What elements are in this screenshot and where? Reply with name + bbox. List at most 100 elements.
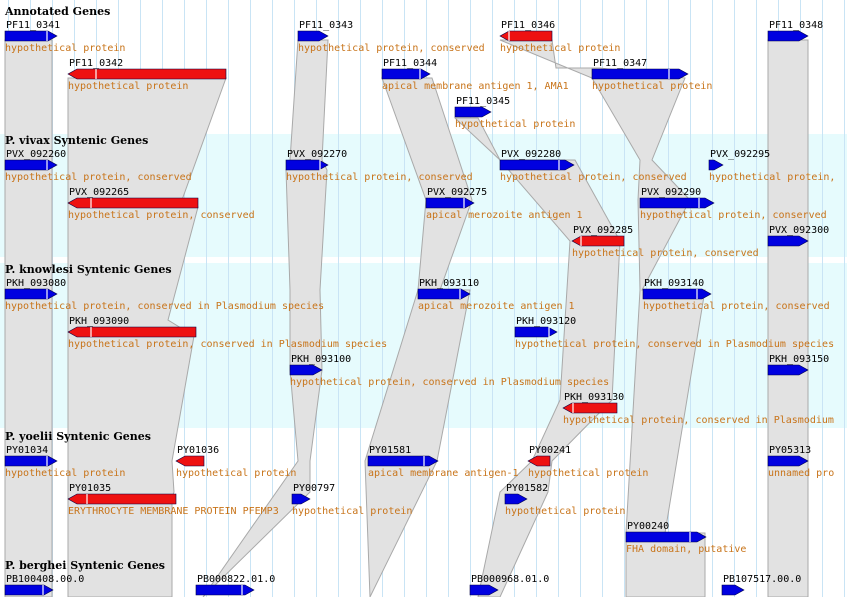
gene-id-label: PF11_0345: [456, 96, 510, 107]
gene-arrow[interactable]: [291, 493, 311, 505]
section-title-berghei: P. berghei Syntenic Genes: [5, 559, 165, 572]
gene-PKH_093090[interactable]: PKH_093090 hypothetical protein, conserve…: [67, 316, 387, 350]
gene-arrow[interactable]: [499, 159, 575, 171]
gene-PF11_0343[interactable]: PF11_0343 hypothetical protein, conserved: [297, 20, 485, 54]
gene-arrow[interactable]: [469, 584, 499, 596]
gene-arrow[interactable]: [417, 288, 471, 300]
gene-PF11_0348[interactable]: PF11_0348: [767, 20, 823, 42]
gene-arrow[interactable]: [67, 326, 197, 338]
synteny-region: [767, 39, 809, 597]
gene-id-label: PY00240: [627, 521, 669, 532]
gene-arrow[interactable]: [67, 68, 227, 80]
gene-PKH_093100[interactable]: PKH_093100 hypothetical protein, conserve…: [289, 354, 609, 388]
gene-PF11_0341[interactable]: PF11_0341 hypothetical protein: [4, 20, 125, 54]
gene-arrow[interactable]: [571, 235, 625, 247]
gene-arrow[interactable]: [504, 493, 528, 505]
gene-id-label: PVX_092285: [573, 225, 633, 236]
gene-id-label: PF11_0343: [299, 20, 353, 31]
gene-PF11_0345[interactable]: PF11_0345 hypothetical protein: [454, 96, 575, 130]
gene-arrow[interactable]: [4, 159, 58, 171]
gene-arrow[interactable]: [591, 68, 689, 80]
gene-PB000822.01.0[interactable]: PB000822.01.0: [195, 574, 275, 596]
gene-PY00241[interactable]: PY00241 hypothetical protein: [527, 445, 648, 479]
gene-description: hypothetical protein: [528, 468, 648, 479]
gene-PY05313[interactable]: PY05313 unnamed pro: [767, 445, 834, 479]
gene-arrow[interactable]: [175, 455, 205, 467]
gene-arrow[interactable]: [625, 531, 707, 543]
section-title-vivax: P. vivax Syntenic Genes: [5, 134, 148, 147]
gene-arrow[interactable]: [708, 159, 724, 171]
gene-arrow[interactable]: [767, 364, 809, 376]
gene-PKH_093120[interactable]: PKH_093120 hypothetical protein, conserve…: [514, 316, 834, 350]
gene-PKH_093080[interactable]: PKH_093080 hypothetical protein, conserve…: [4, 278, 324, 312]
gene-arrow[interactable]: [285, 159, 329, 171]
gene-arrow[interactable]: [289, 364, 323, 376]
gene-PY00240[interactable]: PY00240 FHA domain, putative: [625, 521, 746, 555]
gene-PVX_092265[interactable]: PVX_092265 hypothetical protein, conserve…: [67, 187, 255, 221]
gene-PKH_093130[interactable]: PKH_093130 hypothetical protein, conserve…: [562, 392, 834, 426]
gene-id-label: PKH_093140: [644, 278, 704, 289]
gene-description: FHA domain, putative: [626, 544, 746, 555]
gene-PB000968.01.0[interactable]: PB000968.01.0: [469, 574, 549, 596]
gene-PF11_0342[interactable]: PF11_0342 hypothetical protein: [67, 58, 227, 92]
gene-arrow[interactable]: [367, 455, 439, 467]
gene-arrow[interactable]: [562, 402, 618, 414]
gene-arrow[interactable]: [514, 326, 558, 338]
gene-PVX_092300[interactable]: PVX_092300: [767, 225, 829, 247]
gene-PY01582[interactable]: PY01582 hypothetical protein: [504, 483, 625, 517]
gene-arrow[interactable]: [767, 30, 809, 42]
gene-PKH_093150[interactable]: PKH_093150: [767, 354, 829, 376]
gene-description: hypothetical protein: [68, 81, 188, 92]
gene-description: hypothetical protein, conserved: [500, 172, 687, 183]
gene-PVX_092285[interactable]: PVX_092285 hypothetical protein, conserve…: [571, 225, 759, 259]
gene-description: hypothetical protein, conserved in Plasm…: [5, 301, 324, 312]
gene-PVX_092260[interactable]: PVX_092260 hypothetical protein, conserve…: [4, 149, 192, 183]
gene-description: hypothetical protein, conserved: [643, 301, 830, 312]
gene-PVX_092280[interactable]: PVX_092280 hypothetical protein, conserve…: [499, 149, 687, 183]
gene-arrow[interactable]: [4, 30, 58, 42]
gene-PB107517.00.0[interactable]: PB107517.00.0: [721, 574, 801, 596]
gene-arrow[interactable]: [381, 68, 431, 80]
gene-PY01036[interactable]: PY01036 hypothetical protein: [175, 445, 296, 479]
gene-arrow[interactable]: [4, 584, 54, 596]
gene-id-label: PVX_092290: [641, 187, 701, 198]
gene-description: hypothetical protein, conserved: [5, 172, 192, 183]
gene-PVX_092270[interactable]: PVX_092270 hypothetical protein, conserve…: [285, 149, 473, 183]
gene-arrow[interactable]: [499, 30, 553, 42]
gene-arrow[interactable]: [425, 197, 475, 209]
gene-PVX_092295[interactable]: PVX_092295 hypothetical protein,: [708, 149, 835, 183]
gene-arrow[interactable]: [195, 584, 255, 596]
gene-description: hypothetical protein,: [709, 172, 835, 183]
gene-PVX_092290[interactable]: PVX_092290 hypothetical protein, conserve…: [639, 187, 827, 221]
gene-id-label: PY01035: [69, 483, 111, 494]
gene-arrow[interactable]: [767, 455, 809, 467]
gene-id-label: PVX_092300: [769, 225, 829, 236]
gene-PY01581[interactable]: PY01581 apical membrane antigen-1: [367, 445, 519, 479]
gene-PF11_0346[interactable]: PF11_0346 hypothetical protein: [499, 20, 620, 54]
gene-arrow[interactable]: [767, 235, 809, 247]
gene-id-label: PB000822.01.0: [197, 574, 275, 585]
gene-PKH_093140[interactable]: PKH_093140 hypothetical protein, conserve…: [642, 278, 830, 312]
gene-id-label: PKH_093100: [291, 354, 351, 365]
gene-arrow[interactable]: [639, 197, 715, 209]
gene-description: hypothetical protein, conserved in Plasm…: [515, 339, 834, 350]
gene-PB100408.00.0[interactable]: PB100408.00.0: [4, 574, 84, 596]
gene-PF11_0347[interactable]: PF11_0347 hypothetical protein: [591, 58, 712, 92]
gene-arrow[interactable]: [4, 455, 58, 467]
gene-arrow[interactable]: [67, 493, 177, 505]
gene-arrow[interactable]: [454, 106, 492, 118]
gene-arrow[interactable]: [721, 584, 745, 596]
gene-arrow[interactable]: [297, 30, 329, 42]
gene-id-label: PF11_0344: [383, 58, 437, 69]
gene-arrow[interactable]: [527, 455, 551, 467]
gene-arrow[interactable]: [4, 288, 58, 300]
gene-arrow[interactable]: [642, 288, 712, 300]
gene-description: hypothetical protein: [592, 81, 712, 92]
gene-arrow[interactable]: [67, 197, 199, 209]
gene-PY01034[interactable]: PY01034 hypothetical protein: [4, 445, 125, 479]
gene-PY00797[interactable]: PY00797 hypothetical protein: [291, 483, 412, 517]
gene-PY01035[interactable]: PY01035 ERYTHROCYTE MEMBRANE PROTEIN PFEM…: [67, 483, 279, 517]
